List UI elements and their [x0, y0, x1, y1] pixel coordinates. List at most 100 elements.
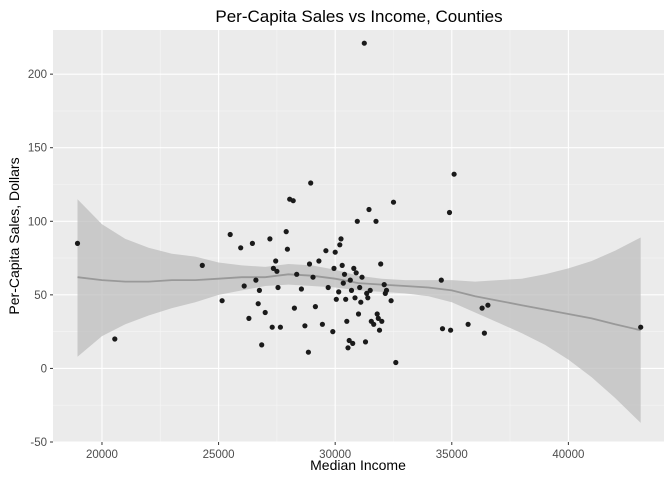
x-tick-label: 40000 — [552, 449, 584, 461]
data-point — [249, 240, 255, 246]
data-point — [479, 305, 485, 311]
data-point — [339, 262, 345, 268]
data-point — [353, 270, 359, 276]
x-tick-label: 35000 — [436, 449, 468, 461]
data-point — [390, 199, 397, 205]
y-tick-label: 0 — [41, 363, 47, 375]
data-point — [277, 324, 283, 330]
data-point — [337, 242, 343, 248]
data-point — [451, 171, 457, 177]
data-point — [357, 284, 363, 291]
data-point — [364, 290, 370, 296]
data-point — [330, 329, 336, 335]
data-point — [338, 236, 344, 242]
data-points — [74, 40, 644, 366]
data-point — [253, 277, 259, 283]
data-point — [241, 283, 247, 289]
data-point — [312, 304, 318, 310]
data-point — [438, 277, 444, 283]
data-point — [275, 284, 281, 291]
data-point — [112, 336, 118, 342]
data-point — [269, 324, 275, 330]
data-point — [367, 287, 373, 293]
data-point — [362, 339, 369, 345]
y-tick-label: 100 — [28, 216, 47, 228]
data-point — [439, 326, 446, 332]
data-point — [291, 305, 297, 311]
data-point — [485, 302, 491, 308]
data-point — [298, 286, 304, 292]
x-tick-label: 25000 — [203, 449, 235, 461]
x-tick-label: 30000 — [319, 449, 351, 461]
data-point — [199, 262, 205, 268]
smooth-fit-line — [77, 273, 641, 332]
y-tick-label: 200 — [28, 69, 47, 81]
plot-panel — [53, 30, 664, 442]
data-point — [375, 315, 381, 321]
data-point — [388, 298, 394, 304]
data-point — [345, 345, 351, 351]
data-point — [351, 265, 357, 271]
x-tick-label: 20000 — [86, 449, 118, 461]
chart-title: Per-Capita Sales vs Income, Counties — [215, 7, 502, 26]
data-point — [358, 299, 364, 305]
data-point — [374, 311, 380, 317]
data-point — [481, 330, 487, 336]
data-point — [350, 340, 356, 346]
data-point — [378, 261, 384, 267]
data-point — [340, 280, 346, 286]
data-point — [219, 298, 225, 304]
data-point — [262, 309, 268, 316]
data-point — [352, 295, 358, 301]
data-point — [379, 318, 385, 324]
data-point — [227, 231, 233, 238]
data-point — [354, 218, 360, 224]
data-point — [359, 274, 365, 280]
data-point — [348, 287, 355, 293]
data-point — [343, 296, 349, 302]
y-axis-title: Per-Capita Sales, Dollars — [6, 157, 22, 314]
data-point — [238, 245, 244, 251]
data-point — [381, 282, 387, 288]
data-point — [323, 248, 329, 254]
data-point — [255, 301, 261, 307]
data-point — [365, 295, 371, 301]
data-point — [273, 258, 279, 264]
data-point — [302, 323, 308, 329]
data-point — [259, 342, 265, 348]
data-point — [290, 198, 296, 204]
data-point — [274, 268, 280, 274]
data-point — [465, 321, 471, 327]
data-point — [383, 287, 390, 293]
data-point — [283, 229, 289, 235]
y-tick-label: -50 — [30, 437, 47, 449]
data-point — [305, 349, 311, 355]
data-point — [376, 327, 383, 333]
y-tick-label: 150 — [28, 143, 47, 155]
data-point — [344, 318, 350, 324]
data-point — [346, 337, 352, 344]
data-point — [284, 246, 290, 252]
data-point — [638, 324, 644, 330]
data-point — [294, 271, 300, 277]
data-point — [74, 240, 81, 246]
data-point — [373, 218, 379, 224]
data-point — [446, 209, 453, 216]
data-point — [355, 311, 362, 317]
data-point — [332, 249, 338, 255]
data-point — [347, 277, 353, 283]
data-point — [319, 321, 325, 327]
data-point — [310, 274, 316, 280]
confidence-ribbon — [77, 199, 641, 423]
data-point — [316, 258, 322, 264]
y-tick-label: 50 — [34, 290, 47, 302]
data-point — [331, 265, 337, 271]
x-axis-title: Median Income — [310, 457, 406, 473]
data-point — [361, 40, 367, 46]
data-point — [256, 287, 262, 293]
data-point — [336, 289, 342, 295]
data-point — [371, 321, 377, 327]
data-point — [393, 359, 399, 366]
data-point — [246, 315, 252, 321]
